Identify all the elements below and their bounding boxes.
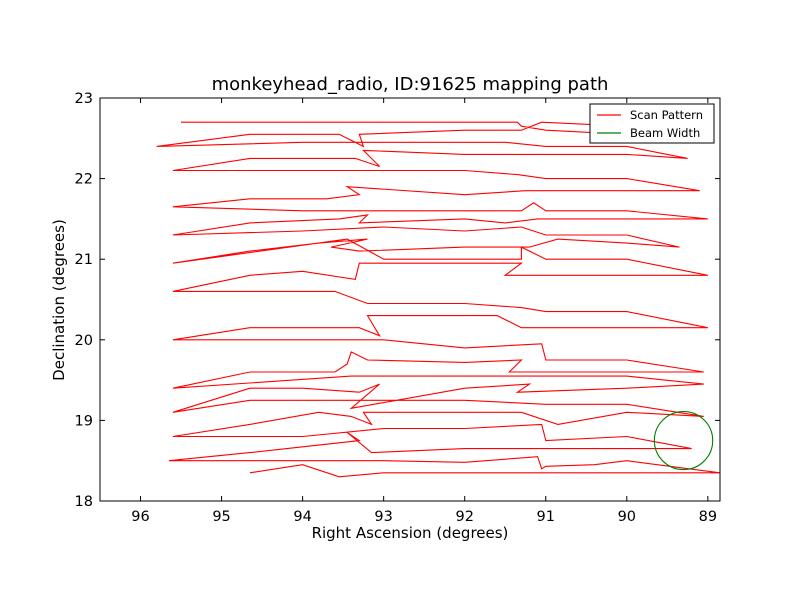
- x-tick-label: 93: [374, 509, 392, 525]
- x-tick-label: 91: [537, 509, 555, 525]
- x-tick-label: 92: [455, 509, 473, 525]
- legend-label-beam-width: Beam Width: [630, 126, 700, 140]
- plot-frame: [99, 97, 721, 502]
- plot-background: [100, 98, 720, 501]
- legend-box: [589, 103, 715, 144]
- y-tick-label: 19: [75, 413, 93, 429]
- legend-label-scan-pattern: Scan Pattern: [630, 108, 703, 122]
- series-layer: [156, 121, 720, 478]
- plot-area: 96 95 94 93 92 91 90 89 18 19 20 21 22 23: [75, 91, 721, 525]
- y-tick-label: 23: [75, 91, 93, 107]
- y-tick-label: 20: [75, 333, 93, 349]
- beam-width-circle: [653, 410, 714, 471]
- y-tick-label: 18: [75, 494, 93, 510]
- legend: Scan Pattern Beam Width: [589, 103, 715, 144]
- x-tick-label: 90: [618, 509, 636, 525]
- y-tick-label: 22: [75, 172, 93, 188]
- chart-title: monkeyhead_radio, ID:91625 mapping path: [212, 74, 609, 95]
- scan-pattern-line: [156, 121, 720, 478]
- y-axis-label: Declination (degrees): [50, 219, 68, 381]
- x-axis-label: Right Ascension (degrees): [312, 524, 509, 542]
- y-tick-label: 21: [75, 252, 93, 268]
- x-tick-label: 94: [293, 509, 311, 525]
- x-tick-label: 95: [212, 509, 230, 525]
- x-tick-label: 96: [131, 509, 149, 525]
- x-tick-label: 89: [699, 509, 717, 525]
- ticks-layer: 96 95 94 93 92 91 90 89 18 19 20 21 22 23: [75, 91, 720, 525]
